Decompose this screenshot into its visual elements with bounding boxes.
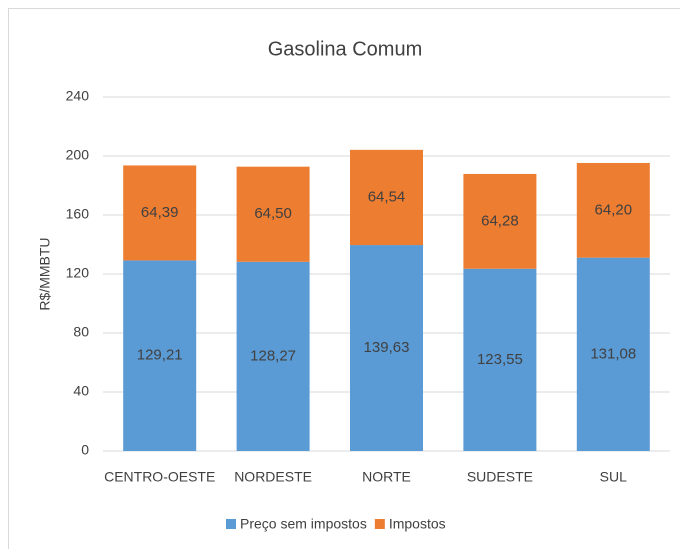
bar-segment xyxy=(576,162,650,258)
y-tick-label: 200 xyxy=(66,147,90,163)
value-label: 131,08 xyxy=(590,345,636,362)
x-tick-label: SUDESTE xyxy=(467,469,533,485)
value-label: 64,50 xyxy=(254,205,292,222)
chart-title: Gasolina Comum xyxy=(268,38,423,60)
y-tick-label: 40 xyxy=(73,383,89,399)
x-tick-label: NORTE xyxy=(362,469,411,485)
chart-border xyxy=(8,8,680,549)
value-label: 64,39 xyxy=(141,204,179,221)
value-label: 128,27 xyxy=(250,347,296,364)
bar-segment xyxy=(123,260,197,451)
bar-segment xyxy=(350,149,423,246)
legend-marker xyxy=(374,519,385,529)
legend-label: Preço sem impostos xyxy=(240,516,367,532)
bar-segment xyxy=(123,165,197,261)
y-tick-label: 160 xyxy=(66,206,90,222)
value-label: 123,55 xyxy=(477,351,523,368)
bar-segment xyxy=(463,268,537,451)
y-tick-label: 120 xyxy=(66,265,90,281)
bar-segment xyxy=(350,245,423,451)
x-tick-label: NORDESTE xyxy=(234,469,312,485)
value-label: 139,63 xyxy=(364,339,410,356)
y-tick-label: 0 xyxy=(81,442,89,458)
legend-marker xyxy=(226,519,236,529)
y-axis-label: R$/MMBTU xyxy=(37,237,53,310)
bar-segment xyxy=(236,261,310,451)
x-tick-label: SUL xyxy=(600,469,627,485)
bar-segment xyxy=(236,166,310,262)
value-label: 129,21 xyxy=(137,347,183,364)
x-tick-label: CENTRO-OESTE xyxy=(104,469,215,485)
value-label: 64,54 xyxy=(368,188,406,205)
legend-label: Impostos xyxy=(389,516,446,532)
bar-segment xyxy=(463,173,537,269)
bar-segment xyxy=(576,257,650,451)
y-tick-label: 80 xyxy=(73,324,89,340)
value-label: 64,28 xyxy=(481,212,519,229)
y-tick-label: 240 xyxy=(66,88,90,104)
value-label: 64,20 xyxy=(595,201,633,218)
